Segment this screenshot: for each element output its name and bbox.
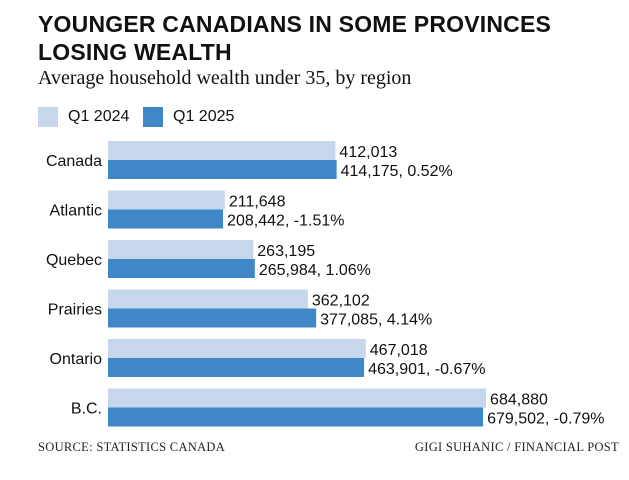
bar-canada-q1-2025: [108, 160, 337, 179]
bar-quebec-q1-2025: [108, 259, 255, 278]
data-label-ontario-q1-2025: 463,901, -0.67%: [368, 361, 485, 378]
bar-atlantic-q1-2025: [108, 209, 224, 229]
legend-label-q1-2024: Q1 2024: [68, 108, 130, 125]
data-label-prairies-q1-2025: 377,085, 4.14%: [320, 312, 432, 329]
bar-prairies-q1-2024: [108, 289, 308, 309]
bar-b-c-q1-2025: [108, 407, 484, 427]
bar-b-c-q1-2024: [108, 388, 487, 408]
data-label-atlantic-q1-2025: 208,442, -1.51%: [227, 213, 344, 230]
bar-prairies-q1-2025: [108, 308, 317, 328]
data-label-ontario-q1-2024: 467,018: [370, 342, 428, 359]
bar-quebec-q1-2024: [108, 240, 254, 259]
legend-swatch-q1-2025: [143, 107, 163, 127]
data-label-quebec-q1-2025: 265,984, 1.06%: [259, 262, 371, 279]
data-label-prairies-q1-2024: 362,102: [312, 293, 370, 310]
data-label-canada-q1-2024: 412,013: [339, 144, 397, 161]
data-label-b-c-q1-2025: 679,502, -0.79%: [487, 411, 604, 428]
bar-ontario-q1-2024: [108, 339, 366, 358]
category-label-b-c: B.C.: [71, 401, 102, 418]
category-label-atlantic: Atlantic: [50, 203, 102, 220]
data-label-b-c-q1-2024: 684,880: [490, 392, 548, 409]
data-label-canada-q1-2025: 414,175, 0.52%: [341, 163, 453, 180]
credit-note: GIGI SUHANIC / FINANCIAL POST: [414, 440, 619, 454]
category-label-quebec: Quebec: [46, 252, 102, 269]
data-label-quebec-q1-2024: 263,195: [257, 243, 315, 260]
source-note: SOURCE: STATISTICS CANADA: [38, 440, 226, 454]
legend-label-q1-2025: Q1 2025: [173, 108, 235, 125]
bar-atlantic-q1-2024: [108, 190, 225, 210]
category-label-canada: Canada: [46, 153, 102, 170]
data-label-atlantic-q1-2024: 211,648: [229, 194, 286, 211]
bar-ontario-q1-2025: [108, 358, 365, 377]
legend-swatch-q1-2024: [38, 107, 58, 127]
bar-chart: Canada 412,013 414,175, 0.52% Atlantic 211,6…: [46, 141, 605, 428]
chart-subtitle: Average household wealth under 35, by re…: [38, 67, 412, 89]
bar-canada-q1-2024: [108, 141, 336, 160]
category-label-ontario: Ontario: [50, 351, 103, 368]
chart-title: YOUNGER CANADIANS IN SOME PROVINCES LOSI…: [38, 11, 552, 65]
category-label-prairies: Prairies: [48, 302, 102, 319]
